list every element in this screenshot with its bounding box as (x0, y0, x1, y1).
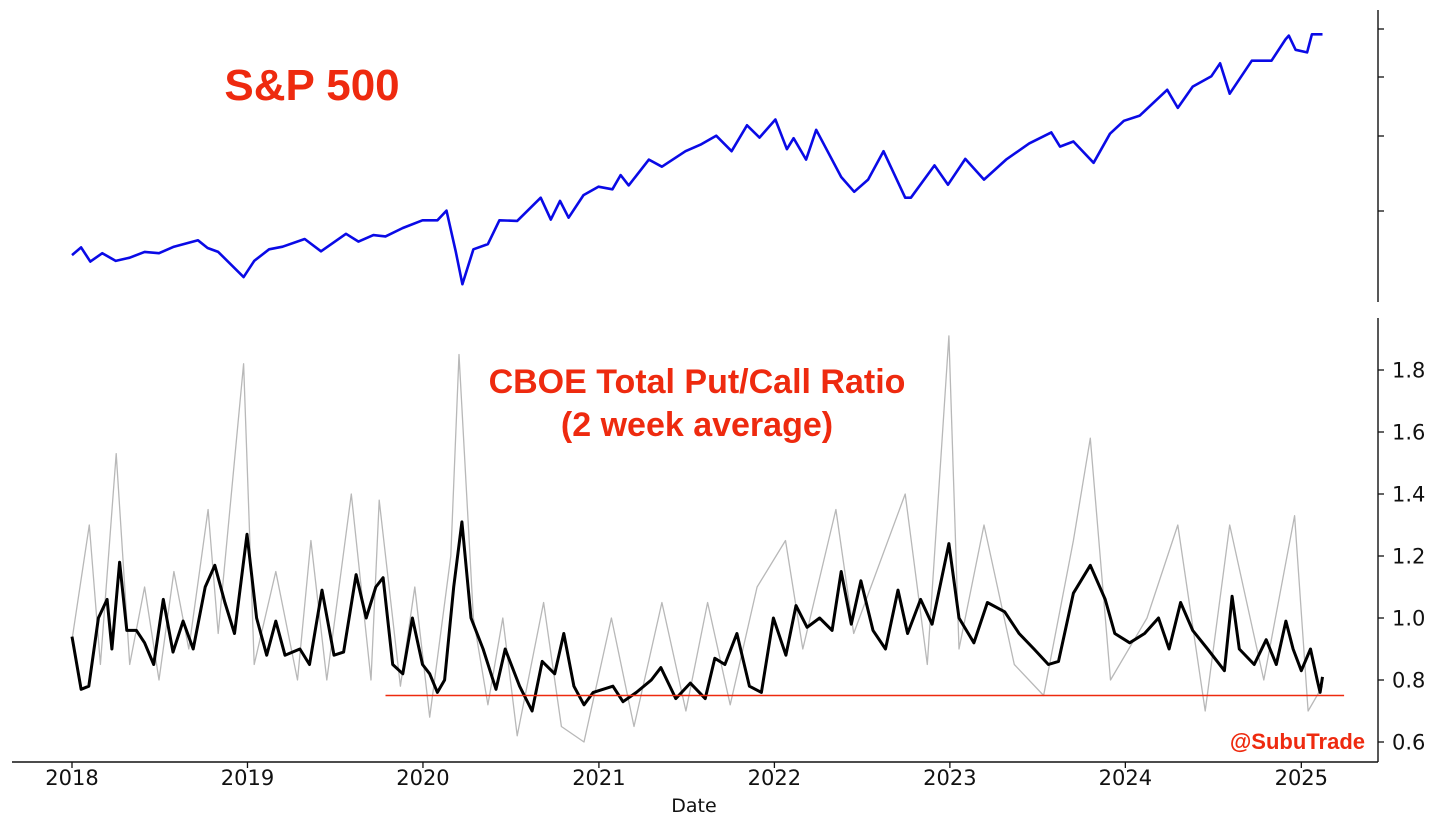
x-tick-label-6: 2024 (1099, 766, 1152, 790)
y-tick-label-2: 1.0 (1392, 607, 1425, 631)
credit-handle: @SubuTrade (1230, 729, 1365, 754)
x-tick-label-0: 2018 (45, 766, 98, 790)
x-tick-label-2: 2020 (396, 766, 449, 790)
put-call-title-line1: CBOE Total Put/Call Ratio (489, 363, 906, 401)
x-tick-label-3: 2021 (572, 766, 625, 790)
x-tick-label-4: 2022 (748, 766, 801, 790)
put-call-2week-average-line (70, 520, 1324, 713)
date-x-ticks: 2018 2019 2020 2021 2022 2023 2024 2025 (45, 762, 1328, 790)
put-call-panel: 0.60.81.01.21.41.61.8 2018 2019 2020 2021 20… (12, 318, 1425, 817)
sp500-title: S&P 500 (224, 61, 399, 110)
y-tick-label-3: 1.2 (1392, 545, 1425, 569)
y-tick-label-0: 0.6 (1392, 731, 1425, 755)
x-tick-label-7: 2025 (1275, 766, 1328, 790)
y-tick-label-4: 1.4 (1392, 483, 1425, 507)
x-tick-label-5: 2023 (923, 766, 976, 790)
put-call-y-ticks: 0.6 0.8 1.0 1.2 1.4 1.6 1.8 (1378, 359, 1425, 755)
sp500-y-ticks (1378, 28, 1384, 212)
put-call-daily-series (71, 335, 1324, 743)
x-axis-label: Date (671, 795, 716, 817)
y-tick-label-5: 1.6 (1392, 421, 1425, 445)
sp500-panel: S&P 500 (71, 10, 1384, 302)
put-call-daily-line (71, 335, 1324, 743)
sp500-series-line (71, 33, 1323, 286)
put-call-title-line2: (2 week average) (561, 406, 833, 444)
y-tick-label-1: 0.8 (1392, 669, 1425, 693)
y-tick-label-6: 1.8 (1392, 359, 1425, 383)
x-tick-label-1: 2019 (221, 766, 274, 790)
